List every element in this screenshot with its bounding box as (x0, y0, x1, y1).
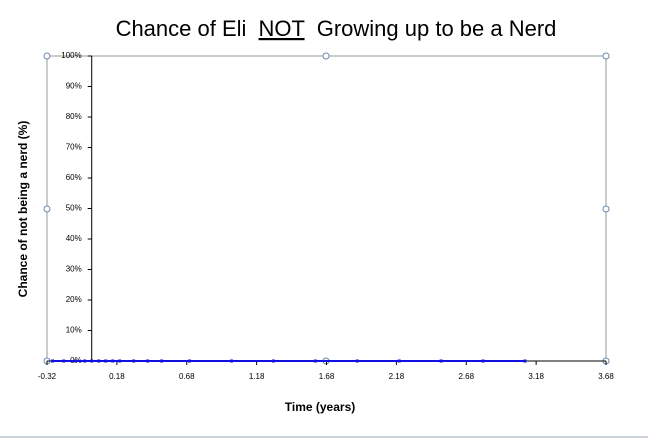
point (83, 359, 87, 363)
point (146, 359, 150, 363)
point (523, 359, 527, 363)
x-tick-label: 3.18 (528, 372, 544, 381)
point (132, 359, 136, 363)
y-axis-label: Chance of not being a nerd (%) (16, 121, 30, 298)
y-tick-label: 40% (66, 234, 82, 243)
point (229, 359, 233, 363)
point (481, 359, 485, 363)
selection-handles (43, 52, 610, 365)
y-tick-label: 100% (61, 51, 81, 60)
point (90, 359, 94, 363)
point (355, 359, 359, 363)
y-tick-label: 80% (66, 112, 82, 121)
x-tick-label: 1.18 (249, 372, 265, 381)
point (111, 359, 115, 363)
x-tick-label: 3.68 (598, 372, 614, 381)
point (118, 359, 122, 363)
point (160, 359, 164, 363)
x-tick-label: 0.18 (109, 372, 125, 381)
title-part: Chance of Eli (116, 16, 247, 41)
x-axis-label: Time (years) (285, 400, 355, 414)
x-tick-label: 1.68 (319, 372, 335, 381)
x-tick-label: 2.18 (389, 372, 405, 381)
y-tick-label: 20% (66, 295, 82, 304)
plot-border (46, 55, 607, 362)
point (188, 359, 192, 363)
x-tick-label: 0.68 (179, 372, 195, 381)
point (104, 359, 108, 363)
y-tick-label: 10% (66, 326, 82, 335)
point (51, 359, 55, 363)
chart-title: Chance of Eli NOT Growing up to be a Ner… (116, 16, 557, 41)
point (62, 359, 66, 363)
point (439, 359, 443, 363)
point (73, 359, 77, 363)
title-part: NOT (259, 16, 305, 41)
y-tick-label: 30% (66, 265, 82, 274)
point (271, 359, 275, 363)
y-tick-label: 50% (66, 204, 82, 213)
point (397, 359, 401, 363)
x-tick-label: -0.32 (38, 372, 57, 381)
y-tick-label: 90% (66, 82, 82, 91)
y-tick-label: 60% (66, 173, 82, 182)
y-tick-label: 70% (66, 143, 82, 152)
x-tick-label: 2.68 (458, 372, 474, 381)
point (313, 359, 317, 363)
point (97, 359, 101, 363)
title-part: Growing up to be a Nerd (317, 16, 557, 41)
